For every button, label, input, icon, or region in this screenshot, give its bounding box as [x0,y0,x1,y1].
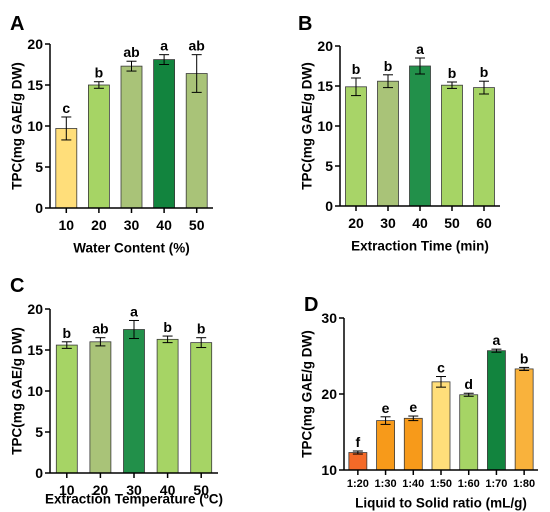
panel-d-significance-letter: d [464,376,473,392]
panel-c-label: C [10,275,24,297]
panel-d-y-tick-label: 20 [321,386,337,402]
panel-a-y-axis-label: TPC(mg GAE/g DW) [10,62,25,190]
panel-d-x-tick-label: 1:30 [375,478,397,490]
panel-d-x-tick-label: 1:20 [347,478,369,490]
panel-c-y-tick-label: 10 [27,383,43,399]
panel-b-bar [409,65,431,207]
panel-b-significance-letter: a [416,41,424,57]
panel-c-significance-letter: b [63,325,72,341]
panel-a-significance-letter: c [62,100,70,116]
panel-c-y-axis-label: TPC(mg GAE/g DW) [10,327,25,455]
panel-c-y-tick-label: 15 [27,342,43,358]
panel-d-x-tick-label: 1:60 [458,478,480,490]
panel-a-y-tick-label: 0 [35,200,43,216]
panel-a-x-tick-label: 30 [124,217,140,233]
panel-b-y-tick-label: 20 [317,38,333,54]
panel-a-y-tick-label: 5 [35,159,43,175]
panel-b-y-tick-label: 0 [325,198,333,214]
panel-c-x-tick-label: 40 [160,482,176,498]
panel-b-bar [441,84,463,207]
panel-d-y-tick-label: 10 [321,462,337,478]
panel-c-significance-letter: b [197,321,206,337]
panel-c-significance-letter: ab [92,321,108,337]
panel-d-significance-letter: c [437,360,445,376]
panel-b-bar [377,80,399,207]
panel-a-bar [185,73,208,209]
panel-b-x-tick-label: 40 [412,215,428,231]
panel-a-bar [120,65,143,209]
panel-d-x-tick-label: 1:80 [513,478,535,490]
panel-b-label: B [298,13,312,35]
panel-c-bar [89,341,112,474]
panel-d-x-tick-label: 1:70 [485,478,507,490]
panel-a-bar [88,84,110,209]
panel-c-y-tick-label: 5 [35,424,43,440]
panel-d-x-tick-label: 1:50 [430,478,452,490]
panel-d-bar [487,350,506,471]
panel-a-x-tick-label: 40 [156,217,172,233]
panel-a-significance-letter: ab [123,44,139,60]
panel-d-significance-letter: a [493,332,501,348]
panel-b-significance-letter: b [352,61,361,77]
panel-a-x-tick-label: 20 [91,217,107,233]
panel-d-bar [348,452,368,471]
panel-d-y-axis-label: TPC(mg GAE/g DW) [300,330,315,458]
panel-c-y-tick-label: 0 [35,465,43,481]
panel-d-y-tick-label: 30 [321,310,337,326]
panel-d-x-tick-label: 1:40 [402,478,424,490]
panel-b-significance-letter: b [384,58,393,74]
panel-c-significance-letter: a [130,303,138,319]
panel-d-bar [376,420,395,471]
panel-a-significance-letter: b [95,65,104,81]
panel-d-label: D [304,294,318,316]
panel-c-y-tick-label: 20 [27,301,43,317]
panel-d-bar [459,394,479,471]
panel-c-bar [123,329,145,474]
panel-d-significance-letter: e [382,400,390,416]
panel-c-x-axis-label: Extraction Temperature (ºC) [45,492,223,507]
panel-b-x-tick-label: 30 [380,215,396,231]
panel-d-significance-letter: f [356,434,361,450]
panel-d-x-axis-label: Liquid to Solid ratio (mL/g) [355,496,527,511]
panel-d-significance-letter: b [520,350,529,366]
panel-a-significance-letter: ab [189,38,205,54]
panel-c-bar [156,338,179,474]
panel-d-bar [514,368,534,471]
panel-b-y-axis-label: TPC(mg GAE/g DW) [300,62,315,190]
panel-a-y-tick-label: 20 [27,36,43,52]
panel-c-bar [55,344,78,474]
panel-b-y-tick-label: 10 [317,118,333,134]
panel-a-x-axis-label: Water Content (%) [73,241,190,256]
panel-c-significance-letter: b [163,319,172,335]
panel-b-x-tick-label: 20 [348,215,364,231]
panel-c-x-tick-label: 20 [93,482,109,498]
panel-b-significance-letter: b [448,65,457,81]
panel-b-bar [345,86,367,207]
panel-c-x-tick-label: 50 [193,482,209,498]
panel-c-x-tick-label: 30 [126,482,142,498]
panel-a-x-tick-label: 10 [59,217,75,233]
panel-b-y-tick-label: 5 [325,158,333,174]
panel-b-significance-letter: b [480,64,489,80]
panel-b-x-tick-label: 60 [476,215,492,231]
panel-a-significance-letter: a [160,38,168,54]
panel-d-significance-letter: e [409,399,417,415]
panel-a-y-tick-label: 10 [27,118,43,134]
panel-b-y-tick-label: 15 [317,78,333,94]
panel-c-bar [190,342,213,474]
panel-b-x-tick-label: 50 [444,215,460,231]
panel-a-y-tick-label: 15 [27,77,43,93]
panel-a-x-tick-label: 50 [189,217,205,233]
panel-d-bar [403,417,423,471]
panel-b-bar [473,87,495,207]
panel-a-bar [153,59,176,209]
panel-c-x-tick-label: 10 [59,482,75,498]
panel-d-bar [431,381,451,471]
panel-a-label: A [10,13,24,35]
panel-b-x-axis-label: Extraction Time (min) [351,239,489,254]
